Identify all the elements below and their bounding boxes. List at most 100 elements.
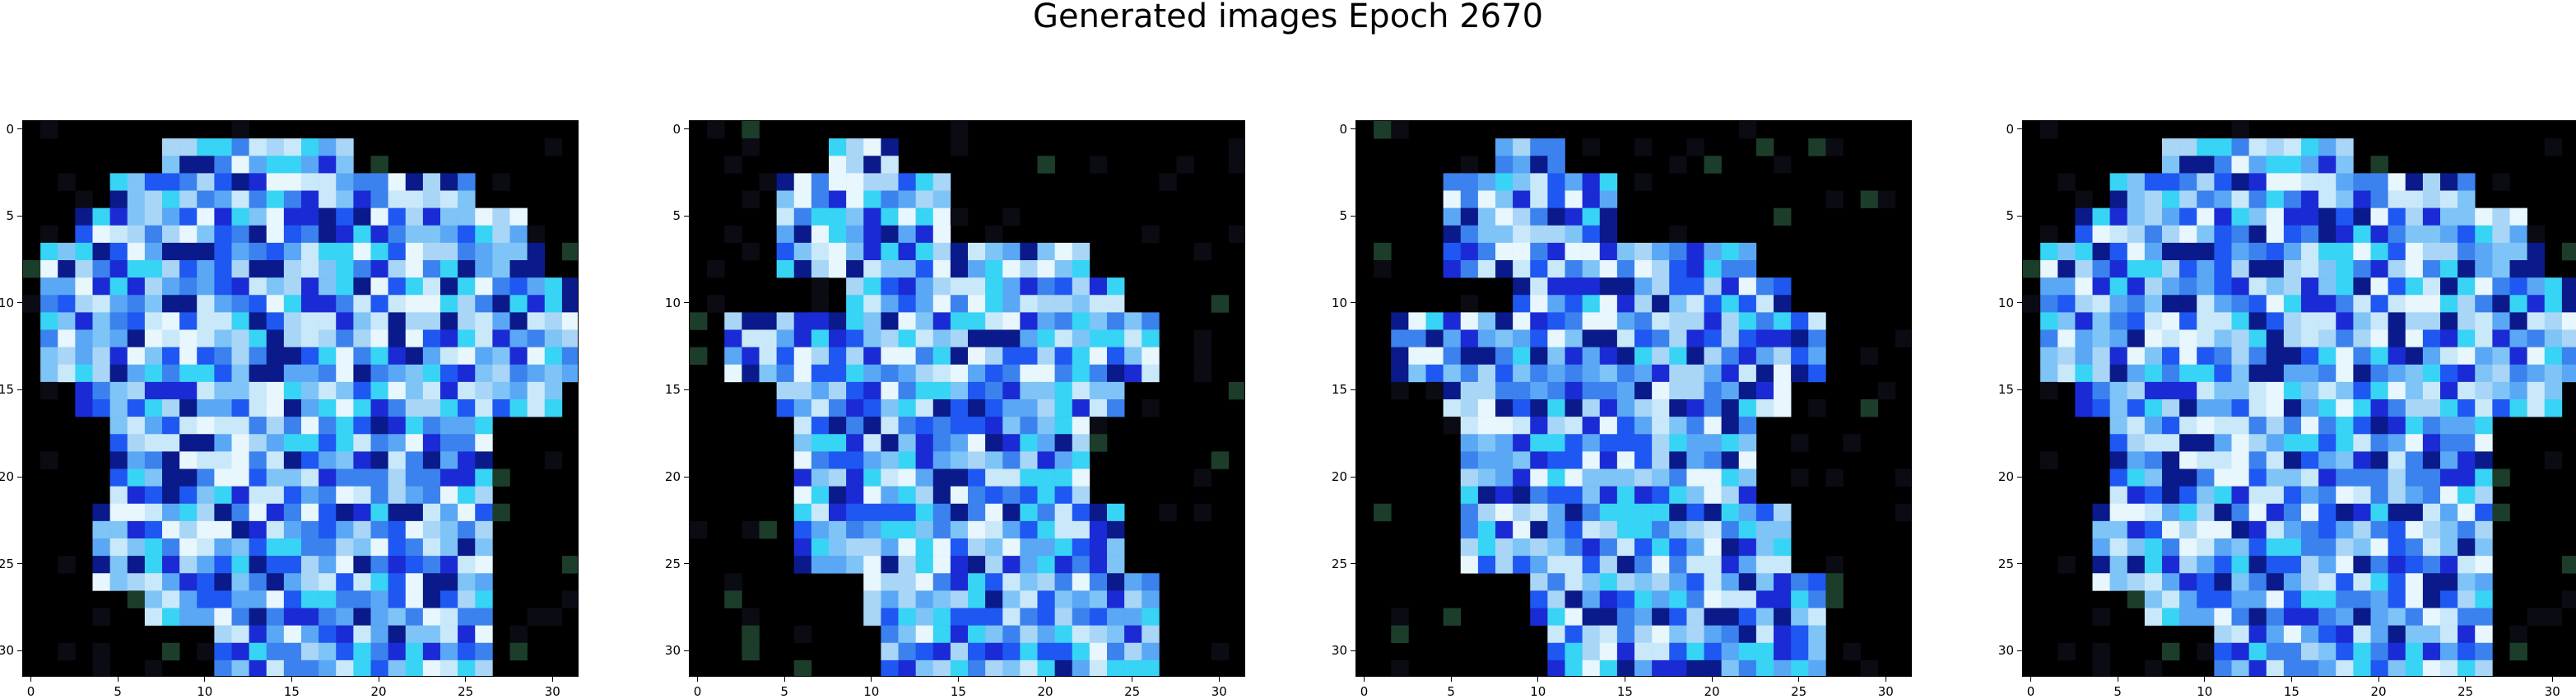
- pixel: [319, 225, 337, 244]
- pixel: [197, 277, 215, 296]
- y-tick-label: 20: [1331, 469, 1347, 485]
- pixel: [2405, 625, 2424, 644]
- pixel: [214, 277, 232, 296]
- pixel: [458, 434, 476, 452]
- pixel: [1774, 608, 1792, 626]
- pixel: [2318, 156, 2337, 174]
- pixel: [2475, 520, 2493, 539]
- pixel: [829, 190, 847, 208]
- pixel: [1495, 381, 1514, 400]
- pixel: [1002, 277, 1021, 296]
- pixel: [231, 173, 249, 191]
- pixel: [1477, 486, 1496, 505]
- pixel: [179, 434, 198, 452]
- pixel: [985, 486, 1003, 505]
- pixel: [881, 486, 899, 505]
- pixel: [40, 295, 58, 313]
- pixel: [527, 260, 546, 278]
- pixel: [2475, 295, 2493, 313]
- pixel: [759, 173, 777, 191]
- pixel: [2179, 486, 2197, 505]
- pixel: [968, 312, 986, 330]
- pixel: [1547, 538, 1565, 557]
- pixel: [319, 173, 337, 191]
- x-tick-label: 20: [1704, 684, 1720, 699]
- pixel: [2388, 277, 2406, 296]
- pixel: [1721, 295, 1740, 313]
- pixel: [1808, 573, 1826, 591]
- pixel: [179, 608, 198, 626]
- pixel: [863, 608, 881, 626]
- pixel: [144, 381, 163, 400]
- pixel: [214, 242, 232, 261]
- pixel: [2527, 277, 2546, 296]
- pixel: [742, 190, 760, 208]
- pixel: [2527, 260, 2546, 278]
- pixel: [950, 347, 969, 366]
- pixel: [1652, 573, 1670, 591]
- pixel: [301, 642, 319, 661]
- pixel: [881, 312, 899, 330]
- pixel: [1513, 399, 1531, 417]
- pixel: [527, 277, 546, 296]
- pixel: [1547, 277, 1565, 296]
- pixel: [1616, 295, 1635, 313]
- pixel: [2127, 573, 2146, 591]
- pixel: [1054, 468, 1073, 487]
- pixel: [353, 295, 371, 313]
- pixel: [1530, 364, 1548, 383]
- pixel: [249, 312, 267, 330]
- y-tick-mark: [1351, 476, 1355, 478]
- pixel: [2301, 590, 2319, 608]
- pixel: [1582, 625, 1601, 644]
- pixel: [1054, 556, 1073, 574]
- pixel: [811, 556, 830, 574]
- pixel: [2197, 590, 2215, 608]
- pixel: [1652, 625, 1670, 644]
- pixel: [2336, 347, 2354, 366]
- pixel: [863, 399, 881, 417]
- pixel: [162, 434, 180, 452]
- pixel: [336, 538, 354, 557]
- pixel: [2388, 347, 2406, 366]
- pixel: [2214, 659, 2232, 676]
- pixel: [1895, 329, 1911, 347]
- pixel: [231, 225, 249, 244]
- pixel: [2231, 260, 2249, 278]
- pixel: [353, 573, 371, 591]
- pixel: [336, 364, 354, 383]
- pixel: [1808, 364, 1826, 383]
- pixel: [1547, 190, 1565, 208]
- pixel: [1530, 312, 1548, 330]
- pixel: [1547, 295, 1565, 313]
- pixel: [561, 277, 578, 296]
- pixel: [1072, 277, 1090, 296]
- pixel: [1460, 190, 1479, 208]
- pixel: [950, 486, 969, 505]
- pixel: [458, 642, 476, 661]
- pixel: [1443, 417, 1462, 435]
- pixel: [2509, 625, 2527, 644]
- pixel: [2492, 381, 2510, 400]
- pixel: [2370, 329, 2388, 347]
- pixel: [458, 312, 476, 330]
- pixel: [2527, 608, 2546, 626]
- pixel: [2422, 625, 2441, 644]
- pixel: [2092, 329, 2110, 347]
- pixel: [985, 573, 1003, 591]
- pixel: [2162, 503, 2180, 522]
- pixel: [2266, 242, 2285, 261]
- pixel: [179, 225, 198, 244]
- pixel: [475, 625, 493, 644]
- pixel: [2144, 381, 2163, 400]
- pixel: [249, 468, 267, 487]
- pixel: [1477, 347, 1496, 366]
- pixel: [881, 451, 899, 469]
- pixel: [2231, 451, 2249, 469]
- pixel: [319, 399, 337, 417]
- pixel: [1652, 468, 1670, 487]
- pixel: [2197, 260, 2215, 278]
- y-tick-mark: [684, 650, 689, 651]
- pixel: [1460, 451, 1479, 469]
- pixel: [2422, 538, 2441, 557]
